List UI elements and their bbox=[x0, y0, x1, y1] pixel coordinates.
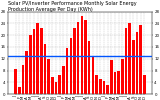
Bar bbox=[77, 22, 80, 94]
Text: Solar PV/Inverter Performance Monthly Solar Energy Production Average Per Day (K: Solar PV/Inverter Performance Monthly So… bbox=[8, 1, 136, 12]
Bar bbox=[62, 66, 65, 94]
Bar bbox=[22, 65, 24, 94]
Bar bbox=[80, 16, 83, 94]
Bar bbox=[44, 44, 46, 94]
Bar bbox=[33, 29, 35, 94]
Bar bbox=[136, 32, 138, 94]
Bar bbox=[18, 87, 21, 94]
Bar bbox=[14, 69, 17, 94]
Bar bbox=[125, 28, 127, 94]
Bar bbox=[88, 41, 90, 94]
Bar bbox=[117, 71, 120, 94]
Bar bbox=[66, 48, 68, 94]
Bar bbox=[40, 28, 43, 94]
Bar bbox=[95, 75, 98, 94]
Bar bbox=[139, 25, 142, 94]
Bar bbox=[55, 82, 57, 94]
Bar bbox=[143, 75, 146, 94]
Bar bbox=[121, 59, 124, 94]
Bar bbox=[132, 40, 135, 94]
Bar bbox=[73, 28, 76, 94]
Bar bbox=[92, 57, 94, 94]
Bar bbox=[51, 76, 54, 94]
Bar bbox=[106, 85, 109, 94]
Bar bbox=[128, 23, 131, 94]
Bar bbox=[48, 59, 50, 94]
Bar bbox=[110, 60, 112, 94]
Bar bbox=[25, 51, 28, 94]
Bar bbox=[103, 81, 105, 94]
Bar bbox=[99, 80, 101, 94]
Bar bbox=[36, 23, 39, 94]
Bar bbox=[114, 72, 116, 94]
Bar bbox=[29, 35, 32, 94]
Bar bbox=[70, 38, 72, 94]
Bar bbox=[84, 20, 87, 94]
Bar bbox=[59, 75, 61, 94]
